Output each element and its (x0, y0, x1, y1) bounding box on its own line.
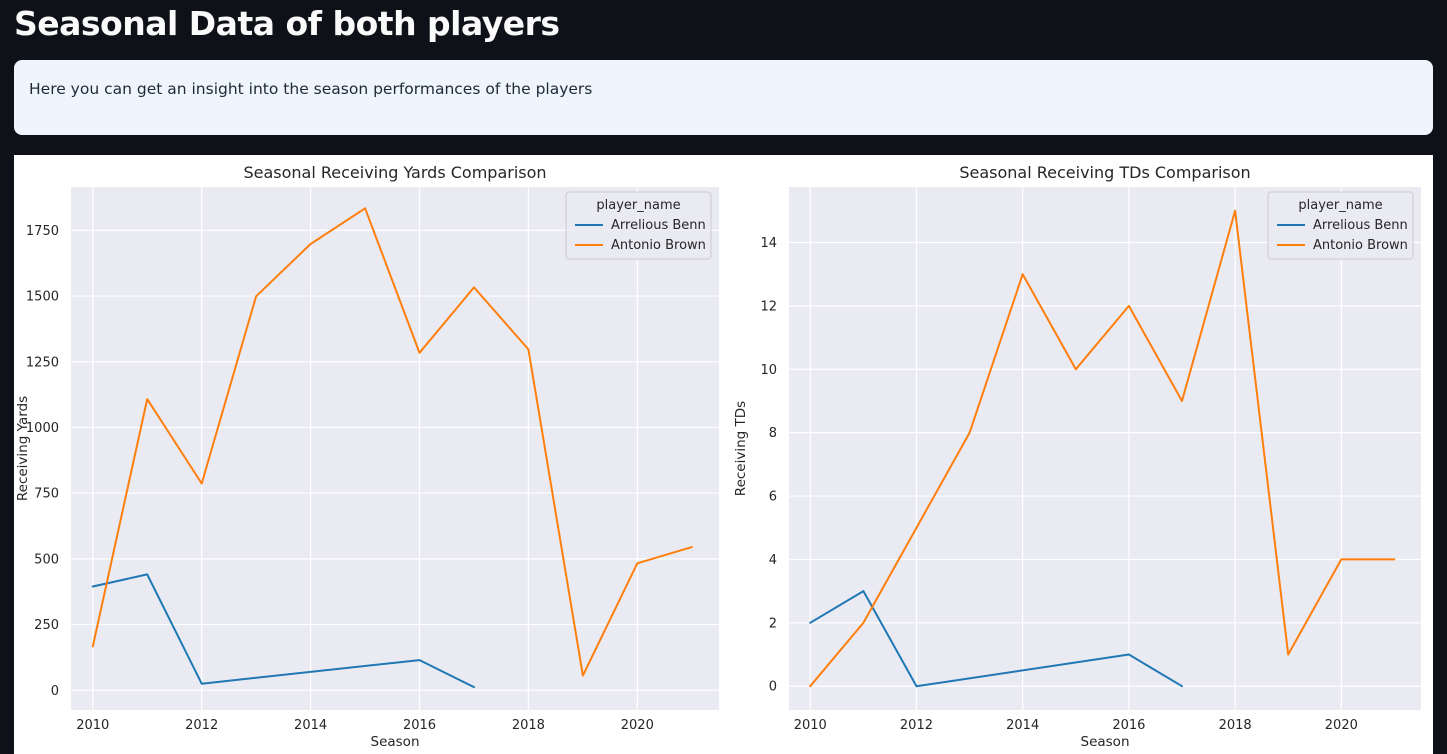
y-tick-label: 1250 (26, 355, 59, 370)
x-tick-label: 2020 (1325, 718, 1358, 733)
legend: player_name Arrelious Benn Antonio Brown (1267, 191, 1414, 260)
y-tick-label: 500 (34, 552, 59, 567)
x-tick-label: 2016 (403, 718, 436, 733)
legend-title: player_name (1298, 198, 1382, 213)
x-tick-label: 2010 (76, 718, 109, 733)
x-axis-label: Season (1081, 734, 1130, 750)
x-tick-label: 2014 (294, 718, 327, 733)
series-line-antonio-brown (91, 207, 693, 677)
y-tick-label: 1500 (26, 290, 59, 305)
y-tick-label: 14 (760, 236, 777, 251)
chart-1: 2010 2012 2014 2016 2018 2020 0 250 500 750 1000 12… (15, 163, 719, 750)
y-axis-label: Receiving Yards (15, 396, 31, 501)
x-tick-label: 2012 (185, 718, 218, 733)
x-tick-label: 2014 (1006, 718, 1039, 733)
series-line-arrelious-benn (91, 573, 475, 689)
charts-svg: 2010 2012 2014 2016 2018 20200250500750100012… (15, 163, 1421, 750)
legend-entry: Antonio Brown (611, 238, 706, 253)
y-tick-label: 0 (769, 680, 777, 695)
legend-entry: Arrelious Benn (611, 218, 706, 233)
legend-box (1267, 191, 1414, 260)
y-tick-label: 10 (760, 363, 777, 378)
chart-title: Seasonal Receiving TDs Comparison (959, 163, 1250, 182)
y-tick-label: 4 (769, 553, 777, 568)
y-tick-label: 12 (760, 299, 777, 314)
x-tick-label: 2020 (621, 718, 654, 733)
plot-area (71, 187, 719, 710)
x-tick-label: 2012 (900, 718, 933, 733)
y-tick-label: 1750 (26, 224, 59, 239)
x-axis-label: Season (371, 734, 420, 750)
x-tick-label: 2018 (512, 718, 545, 733)
y-tick-label: 2 (769, 616, 777, 631)
y-tick-label: 8 (769, 426, 777, 441)
legend: player_name Arrelious Benn Antonio Brown (565, 191, 712, 260)
x-tick-label: 2018 (1219, 718, 1252, 733)
y-tick-label: 6 (769, 490, 777, 505)
series-line-arrelious-benn (809, 590, 1183, 688)
legend-box (565, 191, 712, 260)
y-tick-label: 0 (51, 684, 59, 699)
y-tick-label: 1000 (26, 421, 59, 436)
x-tick-label: 2010 (794, 718, 827, 733)
chart-title: Seasonal Receiving Yards Comparison (243, 163, 546, 182)
y-tick-label: 250 (34, 618, 59, 633)
plot-area (789, 187, 1421, 710)
y-tick-label: 750 (34, 487, 59, 502)
info-box: Here you can get an insight into the sea… (14, 60, 1433, 135)
info-text: Here you can get an insight into the sea… (29, 80, 593, 98)
x-tick-label: 2016 (1112, 718, 1145, 733)
series-line-antonio-brown (809, 209, 1396, 688)
legend-title: player_name (596, 198, 680, 213)
chart-2: 2010 2012 2014 2016 2018 2020 0 2 4 6 8 10 12 14 Seaso… (733, 163, 1421, 750)
chart-figure: 2010 2012 2014 2016 2018 2020 0 250 500 750 1000 12… (14, 155, 1433, 754)
legend-entry: Arrelious Benn (1313, 218, 1408, 233)
y-axis-label: Receiving TDs (733, 401, 749, 496)
page-title: Seasonal Data of both players (14, 4, 560, 43)
legend-entry: Antonio Brown (1313, 238, 1408, 253)
